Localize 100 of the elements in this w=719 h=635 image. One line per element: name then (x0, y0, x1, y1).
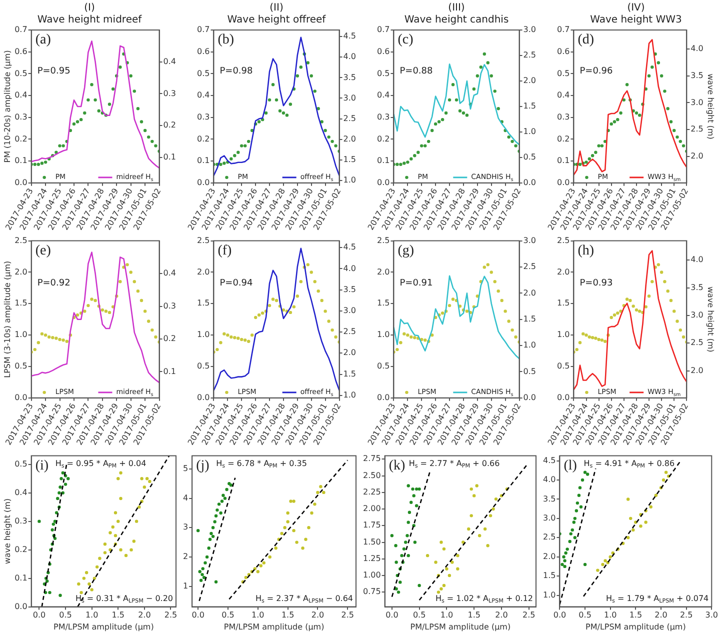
y-tick-label: 0.1 (196, 156, 210, 166)
x-tick-label: 1.5 (112, 610, 124, 620)
y-tick-label: 2.0 (542, 552, 556, 561)
y-tick-label: 0.3 (196, 112, 210, 122)
annotation: (d) (578, 32, 594, 48)
x-tick-label: 1.5 (281, 610, 294, 620)
y2-tick-label: 1.0 (343, 390, 356, 400)
y2-tick-label: 0.4 (163, 268, 176, 278)
y-tick-label: 0.5 (14, 68, 28, 78)
x-tick-label: 1.0 (252, 610, 264, 620)
x-tick-label: 2.0 (138, 610, 151, 620)
y-tick-label: 0.5 (556, 362, 570, 371)
y2-tick-label: 0.2 (163, 334, 176, 344)
x-axis-title: PM/LPSM amplitude (μm) (224, 622, 324, 632)
y2-tick-label: 2.5 (690, 338, 704, 348)
y2-tick-label: 2.0 (343, 348, 356, 358)
y2-tick-label: 1.5 (343, 369, 356, 378)
y2-tick-label: 0.1 (163, 152, 176, 162)
x-tick-label: 2.5 (164, 610, 178, 620)
y-tick-label: 0.3 (556, 112, 570, 122)
y-tick-label: 1.0 (376, 330, 390, 340)
y2-tick-label: 4.5 (343, 32, 356, 41)
y2-tick-label: 1.5 (523, 102, 536, 111)
y-tick-label: 1.75 (363, 520, 381, 530)
y-tick-label: 0.0 (556, 393, 570, 402)
y2-tick-label: 0.3 (163, 88, 176, 98)
y2-tick-label: 3.0 (690, 98, 704, 107)
y-tick-label: 0.1 (14, 156, 28, 166)
y-tick-label: 0.3 (14, 516, 28, 526)
annotation: P=0.92 (37, 278, 70, 289)
y-tick-label: 0.2 (14, 544, 28, 554)
y-tick-label: 2.50 (363, 470, 381, 480)
y-tick-label: 0.5 (376, 68, 390, 78)
y-tick-label: 1 (182, 581, 188, 590)
y2-axis-title: wave height (m) (706, 74, 716, 140)
y2-tick-label: 2.0 (523, 76, 536, 86)
x-axis-title: PM/LPSM amplitude (μm) (586, 622, 686, 632)
y2-tick-label: 2.0 (690, 366, 704, 375)
y-tick-label: 0.1 (556, 156, 570, 166)
x-tick-label: 1.5 (468, 610, 480, 620)
chart-title: (IV) (627, 2, 645, 14)
y2-tick-label: 2.5 (690, 124, 704, 134)
y-tick-label: 5 (182, 464, 188, 474)
y2-tick-label: 3.5 (343, 284, 356, 294)
y-tick-label: 2.25 (363, 487, 381, 496)
y-tick-label: 0.75 (363, 587, 381, 596)
y-tick-label: 0.0 (556, 178, 570, 188)
annotation: P=0.98 (220, 66, 254, 77)
y2-tick-label: 0.2 (163, 120, 176, 130)
y2-tick-label: 2.5 (523, 50, 536, 60)
y-tick-label: 0.3 (14, 112, 28, 122)
y2-tick-label: 4.0 (690, 255, 704, 264)
y2-tick-label: 0.5 (523, 366, 536, 376)
y-tick-label: 4 (182, 493, 188, 502)
y-tick-label: 2 (182, 552, 188, 562)
x-tick-label: 0.5 (412, 610, 426, 620)
chart-title: (III) (448, 2, 465, 14)
y-tick-label: 0.5 (196, 68, 210, 78)
x-tick-label: 2.0 (311, 610, 324, 620)
y-tick-label: 2.75 (363, 454, 381, 464)
y-tick-label: 0.0 (14, 602, 28, 611)
y-tick-label: 2.5 (542, 532, 556, 542)
y-tick-label: 0.4 (14, 488, 28, 497)
y-axis-title: PM (10-20s) amplitude (μm) (2, 50, 12, 163)
y-tick-label: 1.5 (376, 298, 390, 308)
annotation: (a) (35, 32, 52, 48)
x-axis-title: PM/LPSM amplitude (μm) (410, 622, 511, 632)
y2-tick-label: 0.3 (163, 301, 176, 310)
y-tick-label: 1.5 (556, 298, 570, 308)
y-tick-label: 0.0 (376, 393, 390, 402)
y-tick-label: 2.0 (376, 267, 390, 276)
y2-tick-label: 0.1 (163, 366, 176, 376)
y2-tick-label: 2.0 (343, 134, 356, 144)
y2-tick-label: 3.0 (523, 236, 536, 245)
annotation: (b) (218, 32, 234, 48)
y2-tick-label: 0.0 (523, 393, 536, 402)
y2-tick-label: 0.5 (523, 152, 536, 162)
y-tick-label: 0.2 (196, 134, 210, 144)
chart-subtitle: Wave height midreef (37, 14, 142, 26)
y2-axis-title: wave height (m) (706, 286, 716, 352)
y-tick-label: 0.0 (14, 393, 28, 402)
y2-tick-label: 2.0 (690, 152, 704, 161)
x-tick-label: 0.5 (59, 610, 72, 620)
x-tick-label: 2.0 (654, 610, 668, 620)
y2-tick-label: 2.0 (523, 288, 536, 298)
y2-tick-label: 1.0 (343, 176, 356, 185)
y-tick-label: 2.00 (363, 504, 381, 514)
chart-subtitle: Wave height WW3 (590, 14, 682, 26)
y-axis-title: LPSM (3-10s) amplitude (μm) (2, 260, 12, 378)
y-tick-label: 0.2 (556, 134, 570, 144)
y-tick-label: 4.5 (542, 456, 556, 465)
y-tick-label: 2.5 (376, 236, 390, 245)
y-tick-label: 1.0 (196, 330, 210, 340)
annotation: (j) (196, 458, 210, 474)
annotation: (k) (388, 458, 406, 474)
annotation: (g) (398, 243, 414, 258)
y2-tick-label: 3.0 (343, 93, 356, 102)
y-tick-label: 0.4 (14, 90, 28, 100)
y-tick-label: 1.00 (363, 570, 381, 580)
y-tick-label: 0.1 (14, 573, 28, 582)
